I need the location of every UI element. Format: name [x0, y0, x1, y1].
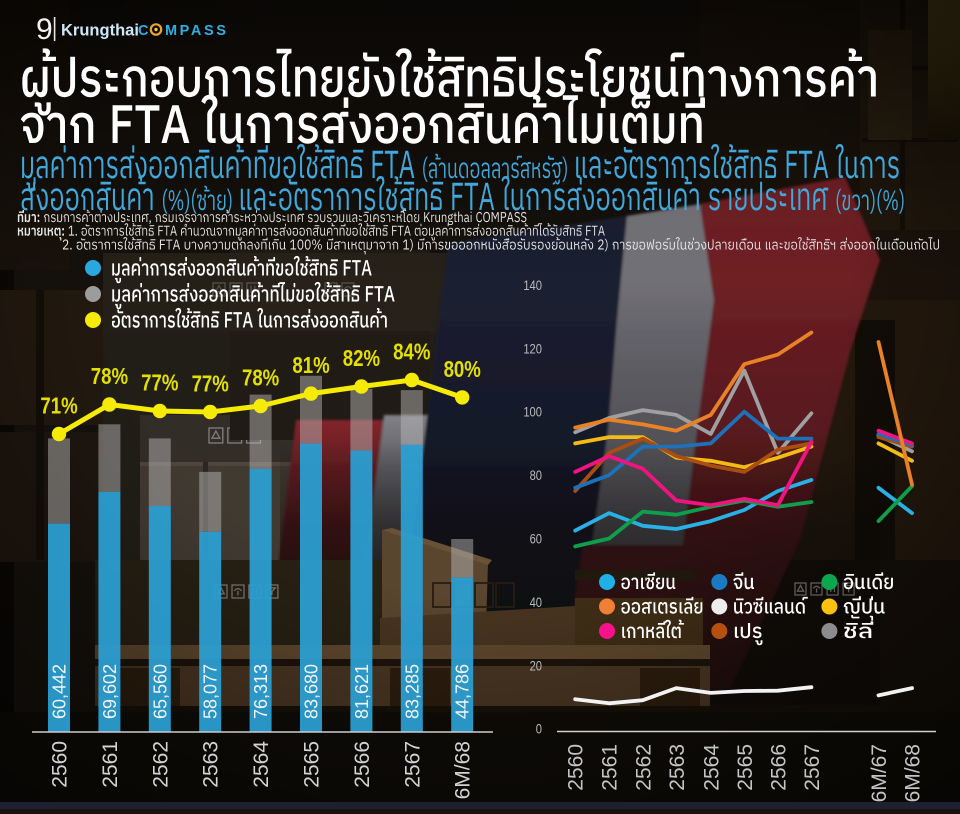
svg-text:2566: 2566	[767, 744, 790, 791]
svg-text:0: 0	[536, 722, 542, 737]
svg-text:2562: 2562	[149, 741, 172, 788]
svg-text:2560: 2560	[565, 744, 588, 791]
svg-text:77%: 77%	[141, 371, 178, 396]
svg-text:40: 40	[530, 595, 542, 610]
svg-text:9: 9	[36, 13, 53, 46]
svg-text:2561: 2561	[599, 744, 622, 791]
svg-text:2567: 2567	[401, 741, 424, 788]
svg-text:MPASS: MPASS	[165, 23, 229, 39]
svg-text:Krungthai: Krungthai	[61, 22, 139, 40]
svg-text:84%: 84%	[393, 340, 430, 365]
svg-text:100: 100	[523, 405, 542, 420]
svg-text:83,680: 83,680	[302, 664, 322, 719]
svg-text:2561: 2561	[99, 741, 122, 788]
svg-text:60,442: 60,442	[50, 664, 70, 719]
svg-text:2560: 2560	[49, 741, 72, 788]
svg-text:58,077: 58,077	[201, 664, 221, 719]
svg-text:2564: 2564	[700, 744, 723, 791]
svg-text:20: 20	[530, 658, 542, 673]
svg-text:81,621: 81,621	[352, 664, 372, 719]
svg-text:6M/68: 6M/68	[902, 744, 925, 802]
svg-text:2567: 2567	[801, 744, 824, 791]
svg-text:65,560: 65,560	[150, 664, 170, 719]
svg-text:78%: 78%	[242, 366, 279, 391]
svg-text:140: 140	[523, 278, 542, 293]
svg-text:81%: 81%	[292, 353, 329, 378]
svg-text:71%: 71%	[40, 394, 77, 419]
svg-text:83,285: 83,285	[402, 664, 422, 719]
svg-text:2563: 2563	[666, 744, 689, 791]
svg-text:2563: 2563	[200, 741, 223, 788]
svg-text:C: C	[138, 23, 149, 39]
svg-text:69,602: 69,602	[100, 664, 120, 719]
svg-text:44,786: 44,786	[453, 664, 473, 719]
svg-text:76,313: 76,313	[251, 664, 271, 719]
svg-text:6M/67: 6M/67	[868, 744, 891, 802]
svg-text:2565: 2565	[734, 744, 757, 791]
svg-text:2564: 2564	[250, 741, 273, 788]
svg-text:2562: 2562	[632, 744, 655, 791]
svg-text:78%: 78%	[91, 364, 128, 389]
svg-text:82%: 82%	[343, 346, 380, 371]
svg-text:80: 80	[530, 468, 542, 483]
svg-text:77%: 77%	[192, 372, 229, 397]
svg-text:2566: 2566	[351, 741, 374, 788]
svg-text:80%: 80%	[444, 357, 481, 382]
svg-text:6M/68: 6M/68	[452, 741, 475, 799]
svg-text:120: 120	[523, 341, 542, 356]
svg-text:60: 60	[530, 531, 542, 546]
svg-text:2565: 2565	[301, 741, 324, 788]
